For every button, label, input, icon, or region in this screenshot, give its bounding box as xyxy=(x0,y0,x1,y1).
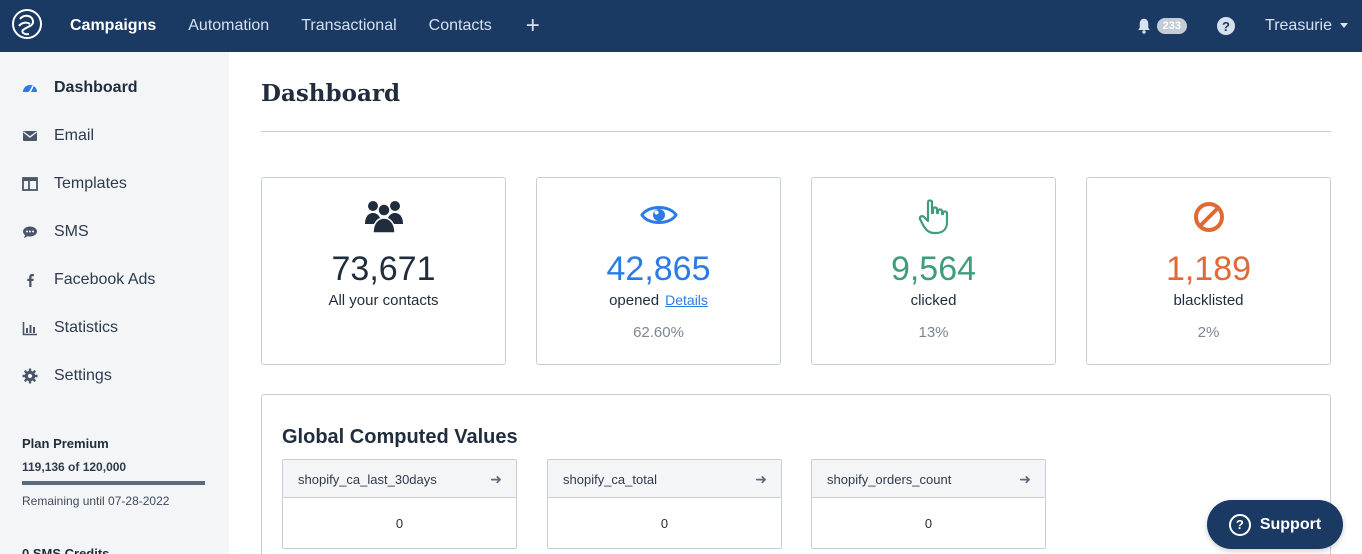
header-right: 233 ? Treasurie xyxy=(1135,0,1348,52)
sidebar-item-label: Facebook Ads xyxy=(54,271,156,288)
opened-label-row: opened Details xyxy=(537,292,780,309)
sidebar-item-settings[interactable]: Settings xyxy=(0,356,229,396)
nav-campaigns[interactable]: Campaigns xyxy=(70,17,157,34)
sidebar-item-label: Dashboard xyxy=(54,79,138,96)
opened-percentage: 62.60% xyxy=(633,324,684,341)
envelope-icon xyxy=(22,128,38,144)
computed-value-header[interactable]: shopify_ca_last_30days ➜ xyxy=(283,460,516,498)
sidebar-item-sms[interactable]: SMS xyxy=(0,212,229,252)
dashboard-icon xyxy=(22,80,38,96)
contacts-value: 73,671 xyxy=(331,250,436,288)
bell-icon[interactable] xyxy=(1135,17,1153,35)
pointer-hand-icon xyxy=(812,198,1055,236)
plan-usage-bar xyxy=(22,481,205,485)
plan-usage-count: 119,136 of 120,000 xyxy=(22,460,127,474)
blacklisted-value: 1,189 xyxy=(1165,250,1252,288)
stat-card-blacklisted: 1,189 blacklisted 2% xyxy=(1086,177,1331,365)
add-nav-button[interactable]: + xyxy=(525,12,540,39)
computed-value: 0 xyxy=(924,516,933,531)
details-link[interactable]: Details xyxy=(665,292,708,308)
opened-value: 42,865 xyxy=(606,250,711,288)
help-circle-icon: ? xyxy=(1228,513,1251,536)
plan-remaining-date: Remaining until 07-28-2022 xyxy=(22,494,170,508)
computed-value-header[interactable]: shopify_orders_count ➜ xyxy=(812,460,1045,498)
computed-value: 0 xyxy=(395,516,404,531)
global-computed-values-panel: Global Computed Values shopify_ca_last_3… xyxy=(261,394,1331,554)
plan-info: Plan Premium 119,136 of 120,000 Remainin… xyxy=(22,436,205,508)
top-navigation-bar: Campaigns Automation Transactional Conta… xyxy=(0,0,1362,52)
contacts-label: All your contacts xyxy=(328,292,439,309)
facebook-icon xyxy=(22,272,38,288)
arrow-right-icon[interactable]: ➜ xyxy=(1019,471,1031,487)
opened-label: opened xyxy=(609,292,660,309)
sidebar-item-facebook-ads[interactable]: Facebook Ads xyxy=(0,260,229,300)
nav-contacts[interactable]: Contacts xyxy=(428,17,492,34)
stat-card-contacts: 73,671 All your contacts xyxy=(261,177,506,365)
clicked-value: 9,564 xyxy=(890,250,977,288)
support-label: Support xyxy=(1259,515,1322,533)
title-divider xyxy=(261,131,1331,132)
computed-value-header[interactable]: shopify_ca_total ➜ xyxy=(548,460,781,498)
eye-icon xyxy=(537,198,780,236)
sidebar-item-templates[interactable]: Templates xyxy=(0,164,229,204)
computed-value: 0 xyxy=(660,516,669,531)
ban-icon xyxy=(1087,198,1330,236)
sms-credits: 0 SMS Credits xyxy=(22,546,110,554)
arrow-right-icon[interactable]: ➜ xyxy=(755,471,767,487)
clicked-label: clicked xyxy=(910,292,957,309)
help-icon[interactable]: ? xyxy=(1217,17,1236,35)
stat-card-clicked: 9,564 clicked 13% xyxy=(811,177,1056,365)
global-computed-values-title: Global Computed Values xyxy=(282,426,518,448)
sidebar-item-statistics[interactable]: Statistics xyxy=(0,308,229,348)
blacklisted-percentage: 2% xyxy=(1197,324,1220,341)
computed-value-name: shopify_orders_count xyxy=(827,472,952,487)
sidebar-item-label: SMS xyxy=(54,223,89,240)
computed-value-name: shopify_ca_last_30days xyxy=(298,472,437,487)
nav-automation[interactable]: Automation xyxy=(188,17,270,34)
computed-value-card: shopify_ca_last_30days ➜ 0 xyxy=(282,459,517,549)
clicked-percentage: 13% xyxy=(918,324,949,341)
sidebar: Dashboard Email Templates SMS Facebook A… xyxy=(0,52,229,554)
page-title: Dashboard xyxy=(261,80,401,107)
sidebar-item-label: Statistics xyxy=(54,319,119,336)
user-name: Treasurie xyxy=(1265,17,1332,34)
chat-icon xyxy=(22,224,38,240)
arrow-right-icon[interactable]: ➜ xyxy=(490,471,502,487)
gear-icon xyxy=(22,368,38,384)
computed-value-card: shopify_ca_total ➜ 0 xyxy=(547,459,782,549)
user-menu[interactable]: Treasurie xyxy=(1265,17,1348,35)
main-nav: Campaigns Automation Transactional Conta… xyxy=(70,0,540,52)
computed-value-card: shopify_orders_count ➜ 0 xyxy=(811,459,1046,549)
support-button[interactable]: ? Support xyxy=(1207,500,1343,549)
blacklisted-label: blacklisted xyxy=(1173,292,1244,309)
nav-transactional[interactable]: Transactional xyxy=(301,17,397,34)
templates-icon xyxy=(22,176,38,192)
sidebar-item-email[interactable]: Email xyxy=(0,116,229,156)
notification-count-badge[interactable]: 233 xyxy=(1156,18,1188,34)
sidebar-item-dashboard[interactable]: Dashboard xyxy=(0,68,229,108)
sidebar-item-label: Templates xyxy=(54,175,127,192)
sidebar-item-label: Email xyxy=(54,127,95,144)
users-icon xyxy=(262,198,505,236)
caret-down-icon xyxy=(1340,23,1348,29)
sendinblue-logo-icon[interactable] xyxy=(11,8,43,40)
sidebar-item-label: Settings xyxy=(54,367,112,384)
computed-value-name: shopify_ca_total xyxy=(563,472,657,487)
stat-card-opened: 42,865 opened Details 62.60% xyxy=(536,177,781,365)
plan-title: Plan Premium xyxy=(22,436,109,451)
bar-chart-icon xyxy=(22,320,38,336)
